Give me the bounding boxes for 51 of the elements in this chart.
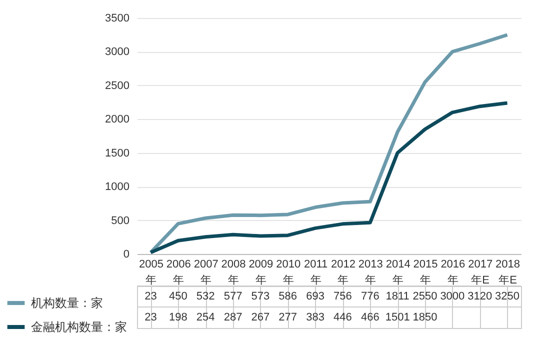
line-series — [148, 101, 510, 254]
x-tick-label: 2011年 — [304, 258, 328, 286]
y-tick-label: 500 — [111, 214, 130, 227]
data-label: 254 — [196, 312, 215, 324]
y-tick-label: 1500 — [105, 147, 130, 160]
x-tick-label: 2017年E — [468, 258, 493, 286]
data-label: 198 — [168, 312, 188, 324]
data-label: 1501 — [385, 312, 410, 324]
y-tick-label: 1000 — [105, 181, 130, 194]
data-label: 2550 — [412, 290, 438, 302]
x-tick-label: 2018年E — [496, 258, 520, 286]
data-label: 1850 — [412, 312, 438, 324]
x-tick-label: 2013年 — [358, 258, 383, 286]
x-tick-label: 2016年 — [440, 258, 466, 286]
data-label: 693 — [306, 290, 324, 302]
data-label: 756 — [334, 290, 352, 302]
line-series — [148, 33, 510, 254]
data-label: 532 — [196, 290, 215, 302]
data-label: 776 — [360, 290, 380, 302]
data-label: 450 — [168, 290, 188, 302]
data-label: 577 — [224, 290, 242, 302]
x-tick-label: 2014年 — [386, 258, 410, 286]
x-tick-label: 2008年 — [221, 258, 246, 286]
x-tick-label: 2015年 — [413, 258, 438, 286]
data-label: 277 — [278, 312, 298, 324]
data-label: 23 — [144, 312, 157, 324]
x-tick-label: 2009年 — [248, 258, 274, 286]
x-tick-label: 2010年 — [276, 258, 301, 286]
data-label: 446 — [334, 312, 352, 324]
y-tick-label: 2000 — [105, 114, 130, 126]
data-label: 3120 — [468, 290, 492, 302]
data-label: 23 — [144, 290, 157, 302]
data-label: 3250 — [495, 290, 520, 302]
y-tick-label: 0 — [123, 248, 130, 260]
legend-label: 金融机构数量：家 — [31, 320, 127, 334]
x-tick-label: 2006年 — [166, 258, 191, 286]
data-label: 267 — [251, 312, 270, 324]
y-tick-label: 3500 — [105, 12, 130, 24]
y-tick-label: 3000 — [105, 46, 130, 58]
x-tick-label: 2005年 — [138, 258, 164, 286]
data-label: 573 — [251, 290, 270, 302]
legend-label: 机构数量：家 — [31, 296, 103, 310]
data-label: 383 — [306, 312, 324, 324]
data-label: 586 — [278, 290, 298, 302]
y-tick-label: 2500 — [105, 80, 130, 92]
data-label: 3000 — [440, 290, 465, 302]
data-label: 1811 — [386, 290, 410, 302]
data-label: 466 — [360, 312, 380, 324]
x-tick-label: 2012年 — [330, 258, 356, 286]
data-label: 287 — [224, 312, 242, 324]
x-tick-label: 2007年 — [194, 258, 218, 286]
